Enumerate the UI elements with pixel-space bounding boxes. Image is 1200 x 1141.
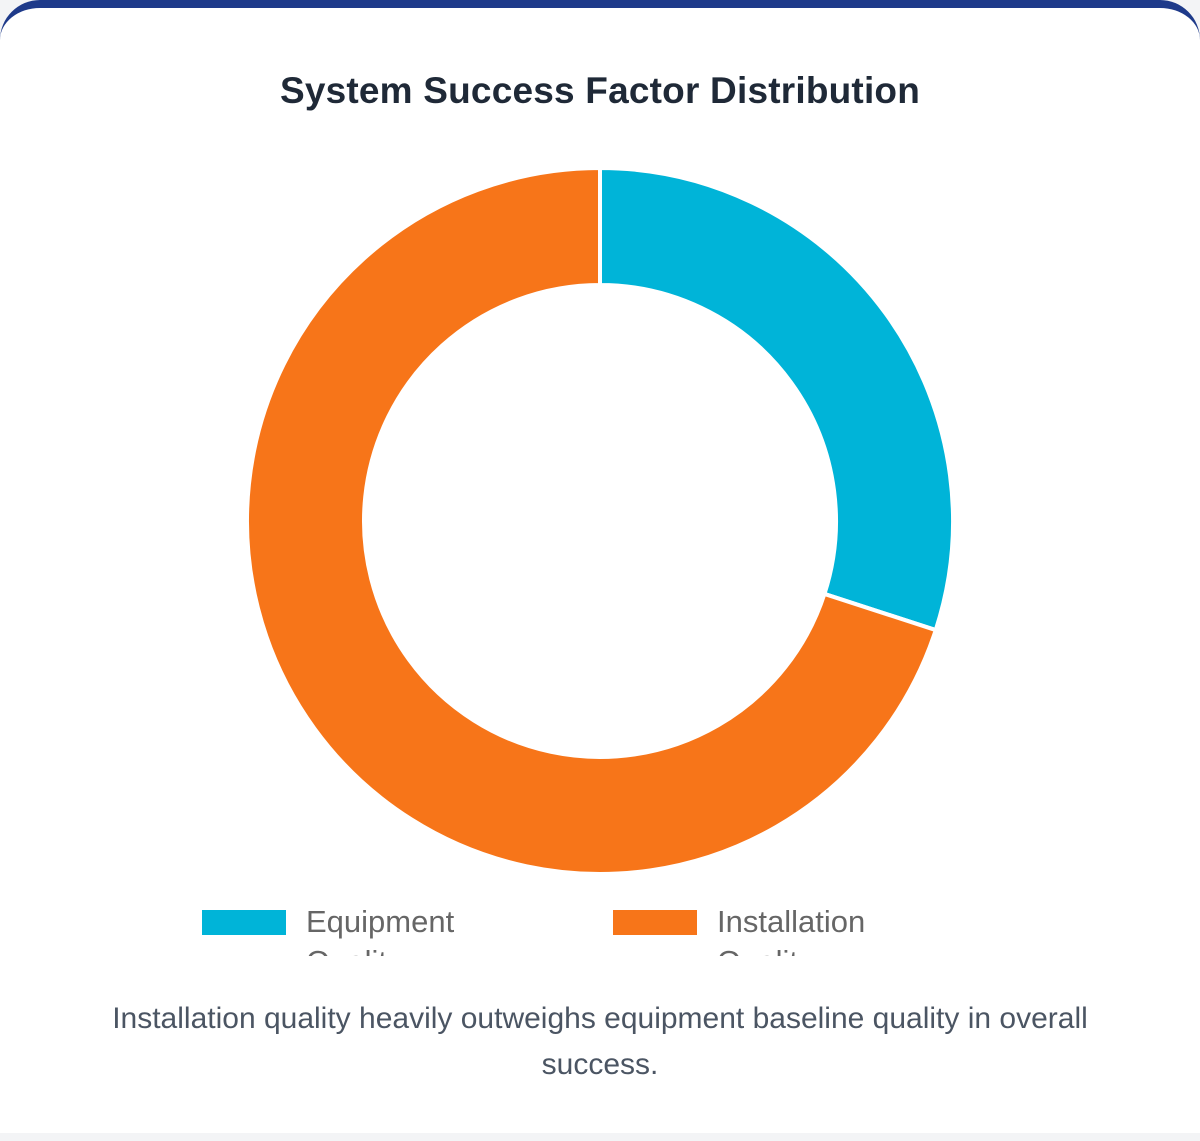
legend-item-equipment-quality[interactable]: Equipment Quality [202,900,502,956]
legend-label-equipment-quality: Equipment Quality [306,904,455,956]
legend-label-installation-quality: Installation Quality [717,904,866,956]
legend-swatch-equipment-quality [202,910,286,935]
chart-title: System Success Factor Distribution [279,70,921,111]
slice-installation-quality[interactable] [245,165,939,876]
slice-equipment-quality[interactable] [598,165,955,633]
chart-caption: Installation quality heavily outweighs e… [112,1002,1088,1081]
legend-swatch-installation-quality [613,910,697,935]
legend-item-installation-quality[interactable]: Installation Quality [613,900,913,956]
doughnut-chart [245,165,955,876]
